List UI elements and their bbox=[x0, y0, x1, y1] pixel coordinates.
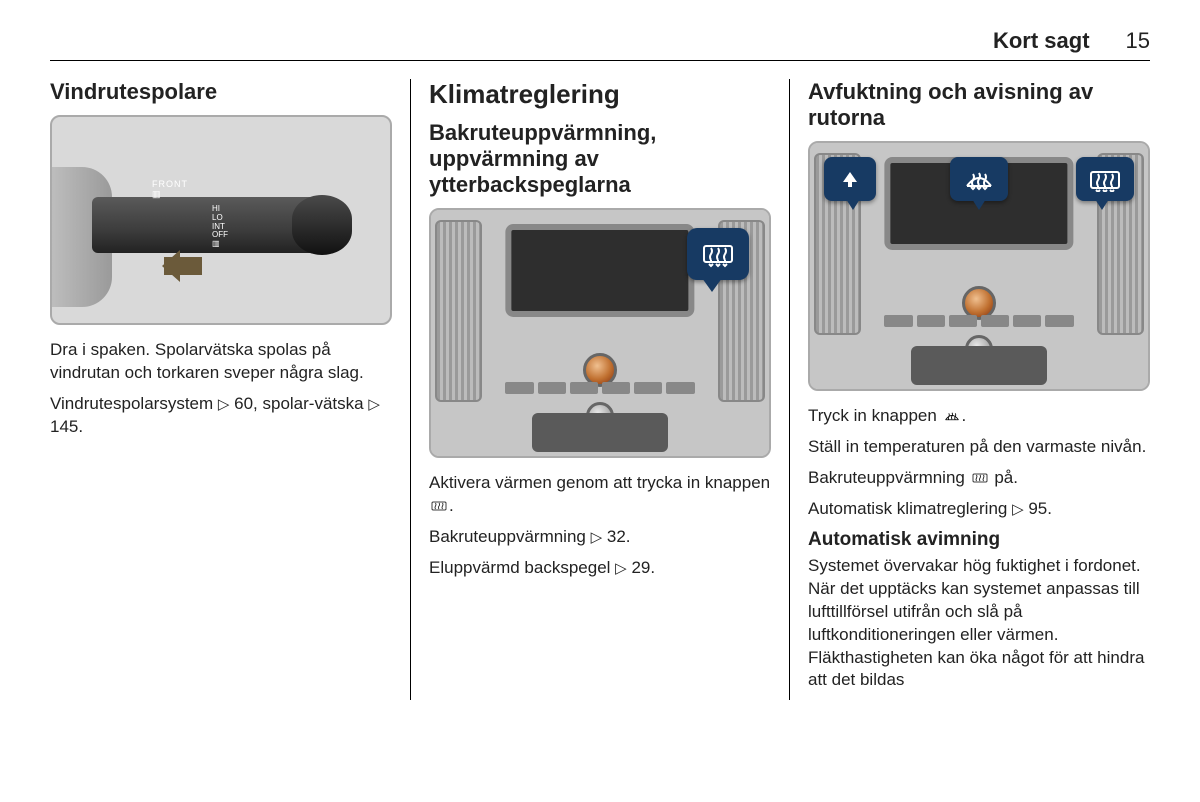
rear-defrost-callout bbox=[1076, 157, 1134, 201]
rear-defrost-callout bbox=[687, 228, 749, 280]
ref-arrow-icon: ▷ bbox=[615, 560, 627, 577]
col2-ref1: Bakruteuppvärmning ▷ 32. bbox=[429, 526, 771, 549]
col1-para1: Dra i spaken. Spolarvätska spolas på vin… bbox=[50, 339, 392, 385]
col1-refs: Vindrutespolarsystem ▷ 60, spolar-vätska… bbox=[50, 393, 392, 439]
col2-heading: Klimatreglering bbox=[429, 79, 771, 110]
col3-ref1: Automatisk klimatreglering ▷ 95. bbox=[808, 498, 1150, 521]
fan-up-callout bbox=[824, 157, 876, 201]
col3-para3: Bakruteuppvärmning på. bbox=[808, 467, 1150, 490]
up-arrow-icon bbox=[839, 168, 861, 190]
ref-arrow-icon: ▷ bbox=[1012, 501, 1024, 518]
col3-para1: Tryck in knappen . bbox=[808, 405, 1150, 428]
front-defrost-icon bbox=[942, 409, 962, 423]
col2-subheading: Bakruteuppvärmning, uppvärmning av ytter… bbox=[429, 120, 771, 198]
col3-para4: Systemet övervakar hög fuktighet i fordo… bbox=[808, 555, 1150, 693]
lever-settings-label: HILOINTOFF▥ bbox=[212, 205, 228, 249]
col3-para2: Ställ in temperaturen på den varmaste ni… bbox=[808, 436, 1150, 459]
front-defrost-callout bbox=[950, 157, 1008, 201]
col3-sub2: Automatisk avimning bbox=[808, 529, 1150, 551]
ref-arrow-icon: ▷ bbox=[591, 529, 603, 546]
col2-para1: Aktivera värmen genom att trycka in knap… bbox=[429, 472, 771, 518]
col3-title: Avfuktning och avisning av rutorna bbox=[808, 79, 1150, 131]
rear-defrost-icon bbox=[970, 471, 990, 485]
ref-arrow-icon: ▷ bbox=[218, 396, 230, 413]
section-title: Kort sagt bbox=[993, 28, 1090, 54]
figure-rear-defrost-panel bbox=[429, 208, 771, 458]
page-number: 15 bbox=[1126, 28, 1150, 54]
col1-title: Vindrutespolare bbox=[50, 79, 392, 105]
column-windshield-washer: Vindrutespolare FRONT▥ HILOINTOFF▥ Dra i… bbox=[50, 79, 410, 700]
rear-defrost-icon bbox=[429, 499, 449, 513]
front-defrost-icon bbox=[963, 166, 995, 192]
column-demist: Avfuktning och avisning av rutorna bbox=[789, 79, 1150, 700]
rear-defrost-icon bbox=[702, 240, 734, 268]
col2-ref2: Eluppvärmd backspegel ▷ 29. bbox=[429, 557, 771, 580]
column-climate: Klimatreglering Bakruteuppvärmning, uppv… bbox=[410, 79, 789, 700]
figure-washer-lever: FRONT▥ HILOINTOFF▥ bbox=[50, 115, 392, 325]
lever-front-label: FRONT▥ bbox=[152, 179, 188, 200]
page-header: Kort sagt 15 bbox=[50, 28, 1150, 61]
rear-defrost-icon bbox=[1089, 166, 1121, 192]
figure-demist-panel bbox=[808, 141, 1150, 391]
pull-arrow-icon bbox=[164, 257, 202, 275]
ref-arrow-icon: ▷ bbox=[368, 396, 380, 413]
content-columns: Vindrutespolare FRONT▥ HILOINTOFF▥ Dra i… bbox=[50, 79, 1150, 700]
